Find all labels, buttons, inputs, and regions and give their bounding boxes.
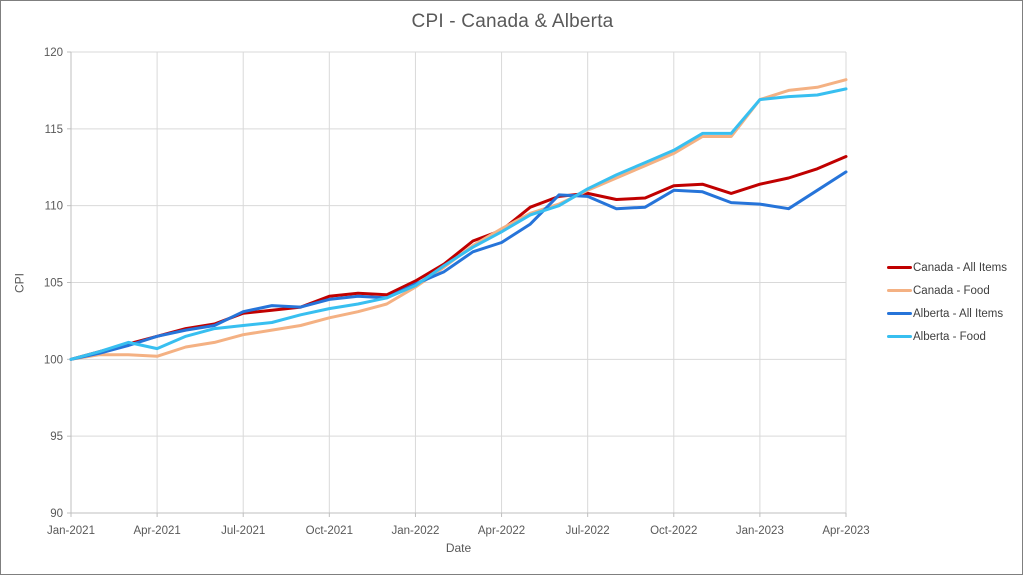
y-tick-label: 100 — [44, 354, 63, 366]
x-tick-label: Jan-2023 — [736, 525, 784, 537]
series-line-alberta-food — [69, 87, 848, 361]
x-tick-label: Jul-2022 — [566, 525, 610, 537]
x-axis-title: Date — [445, 541, 472, 555]
series-line-alberta-all-items — [69, 170, 848, 361]
x-tick-label: Oct-2021 — [306, 525, 353, 537]
y-tick-label: 95 — [50, 431, 63, 443]
y-tick-label: 115 — [45, 124, 63, 136]
legend-line-swatch — [887, 266, 912, 269]
legend-item-alberta-all-items: Alberta - All Items — [887, 307, 1007, 320]
legend-item-alberta-food: Alberta - Food — [887, 330, 1007, 343]
legend-item-label: Alberta - All Items — [913, 307, 1004, 320]
series-line-canada-food — [69, 78, 848, 361]
legend-item-label: Canada - All Items — [913, 261, 1007, 274]
legend-item-label: Alberta - Food — [913, 330, 986, 343]
x-tick-label: Oct-2022 — [650, 525, 697, 537]
x-tick-label: Apr-2023 — [822, 525, 869, 537]
x-tick-label: Jan-2022 — [391, 525, 439, 537]
y-tick-label: 120 — [44, 47, 63, 59]
x-tick-label: Apr-2022 — [478, 525, 525, 537]
legend-line-swatch — [887, 289, 912, 292]
x-tick-label: Jan-2021 — [47, 525, 95, 537]
legend-line-swatch — [887, 312, 912, 315]
y-tick-label: 105 — [44, 278, 63, 290]
x-tick-label: Jul-2021 — [221, 525, 265, 537]
chart-title: CPI - Canada & Alberta — [411, 11, 614, 32]
legend-line-swatch — [887, 335, 912, 338]
y-tick-label: 90 — [50, 508, 63, 520]
x-tick-label: Apr-2021 — [133, 525, 180, 537]
legend-item-canada-food: Canada - Food — [887, 284, 1007, 297]
y-axis-title: CPI — [12, 273, 27, 294]
y-tick-label: 110 — [45, 201, 63, 213]
legend-item-label: Canada - Food — [913, 284, 990, 297]
legend: Canada - All Items Canada - Food Alberta… — [887, 261, 1007, 343]
legend-item-canada-all-items: Canada - All Items — [887, 261, 1007, 274]
